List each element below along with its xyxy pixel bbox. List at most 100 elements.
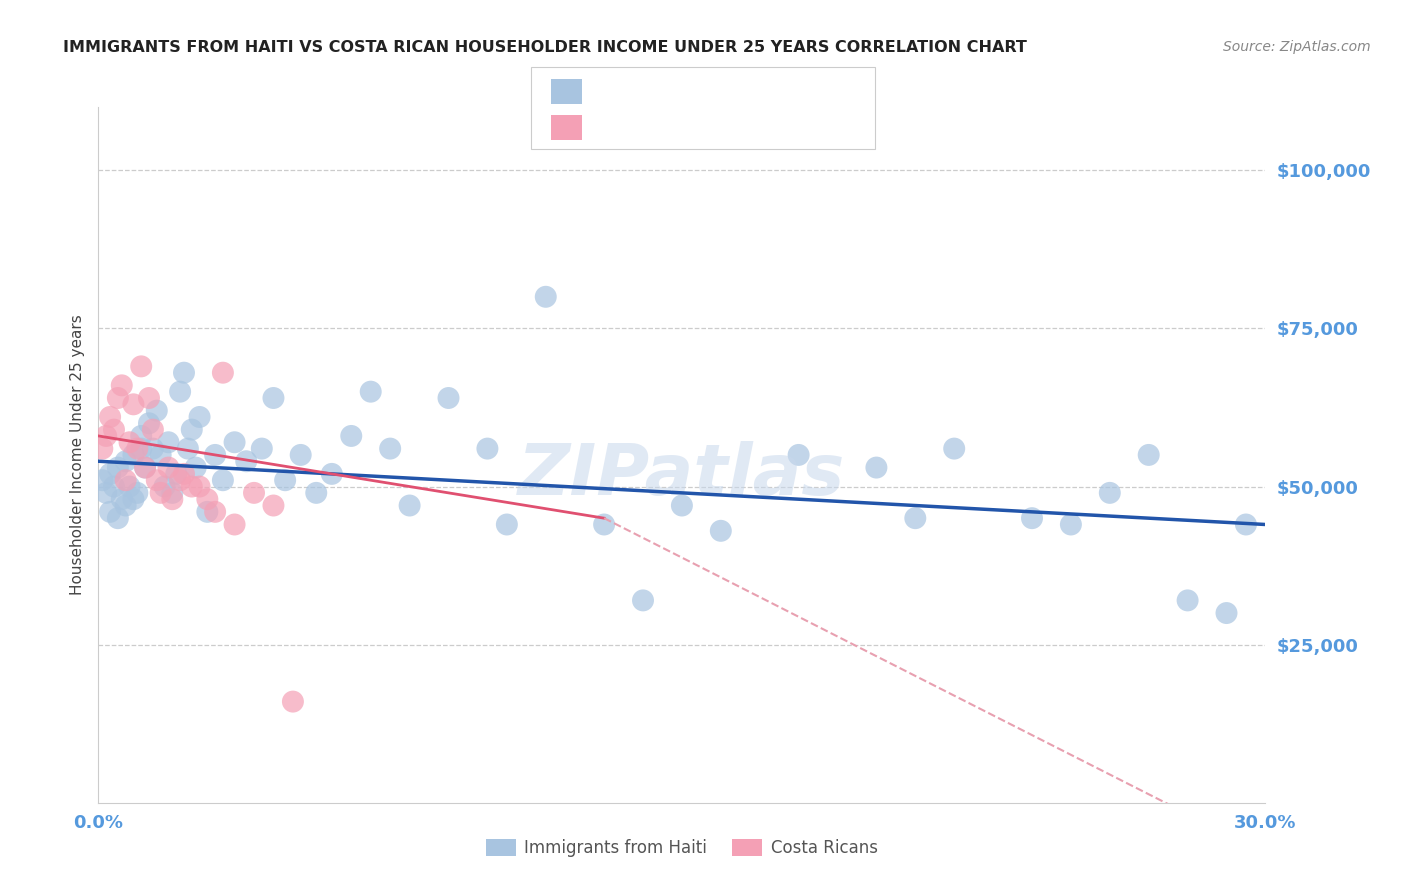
Point — [188, 409, 211, 424]
Point — [96, 429, 118, 443]
Point — [122, 397, 145, 411]
Text: -0.209: -0.209 — [628, 85, 688, 103]
Point — [631, 593, 654, 607]
Point — [593, 517, 616, 532]
Point — [129, 429, 152, 443]
Point — [290, 448, 312, 462]
Point — [162, 486, 184, 500]
Point — [235, 454, 257, 468]
Point — [173, 467, 195, 481]
Point — [340, 429, 363, 443]
Point — [177, 442, 200, 456]
Point — [281, 695, 304, 709]
Point — [169, 384, 191, 399]
Text: R =: R = — [593, 85, 630, 103]
Point — [1177, 593, 1199, 607]
Point — [149, 486, 172, 500]
Point — [360, 384, 382, 399]
Point — [495, 517, 517, 532]
Point — [169, 473, 191, 487]
Point — [212, 473, 235, 487]
Point — [114, 473, 136, 487]
Text: Source: ZipAtlas.com: Source: ZipAtlas.com — [1223, 40, 1371, 54]
Point — [477, 442, 499, 456]
Point — [378, 442, 402, 456]
Point — [138, 391, 160, 405]
Point — [122, 492, 145, 507]
Point — [243, 486, 266, 500]
Point — [98, 409, 121, 424]
Point — [107, 391, 129, 405]
Point — [153, 479, 176, 493]
Point — [103, 423, 125, 437]
Point — [204, 505, 226, 519]
Point — [134, 460, 156, 475]
Point — [162, 492, 184, 507]
Point — [904, 511, 927, 525]
Point — [165, 467, 187, 481]
Text: IMMIGRANTS FROM HAITI VS COSTA RICAN HOUSEHOLDER INCOME UNDER 25 YEARS CORRELATI: IMMIGRANTS FROM HAITI VS COSTA RICAN HOU… — [63, 40, 1028, 55]
Point — [534, 290, 557, 304]
Point — [91, 473, 114, 487]
Point — [122, 448, 145, 462]
Point — [1060, 517, 1083, 532]
Point — [146, 473, 169, 487]
Point — [180, 423, 202, 437]
Text: ZIPatlas: ZIPatlas — [519, 442, 845, 510]
Point — [142, 442, 165, 456]
Point — [118, 479, 141, 493]
Point — [157, 460, 180, 475]
Point — [1215, 606, 1237, 620]
Point — [437, 391, 460, 405]
Point — [138, 417, 160, 431]
Point — [195, 505, 218, 519]
Point — [305, 486, 328, 500]
Y-axis label: Householder Income Under 25 years: Householder Income Under 25 years — [69, 315, 84, 595]
Point — [865, 460, 887, 475]
Point — [1137, 448, 1160, 462]
Point — [149, 448, 172, 462]
Point — [103, 479, 125, 493]
Point — [98, 467, 121, 481]
Point — [710, 524, 733, 538]
Point — [114, 454, 136, 468]
Point — [195, 492, 218, 507]
Point — [180, 479, 202, 493]
Point — [157, 435, 180, 450]
Point — [1098, 486, 1121, 500]
Point — [127, 442, 149, 456]
Point — [1021, 511, 1043, 525]
Point — [321, 467, 343, 481]
Point — [114, 499, 136, 513]
Point — [184, 460, 207, 475]
Point — [943, 442, 966, 456]
Point — [250, 442, 273, 456]
Point — [262, 391, 284, 405]
Point — [212, 366, 235, 380]
Text: N =: N = — [700, 85, 748, 103]
Point — [398, 499, 420, 513]
Point — [204, 448, 226, 462]
Point — [107, 511, 129, 525]
Point — [107, 460, 129, 475]
Point — [142, 423, 165, 437]
Point — [173, 366, 195, 380]
Point — [127, 486, 149, 500]
Text: 29: 29 — [752, 120, 776, 138]
Point — [262, 499, 284, 513]
Legend: Immigrants from Haiti, Costa Ricans: Immigrants from Haiti, Costa Ricans — [479, 832, 884, 864]
Point — [787, 448, 810, 462]
Point — [224, 517, 246, 532]
Text: -0.236: -0.236 — [628, 120, 688, 138]
Text: R =: R = — [593, 120, 630, 138]
Text: 65: 65 — [752, 85, 775, 103]
Point — [274, 473, 297, 487]
Point — [224, 435, 246, 450]
Point — [671, 499, 693, 513]
Point — [98, 505, 121, 519]
Point — [91, 442, 114, 456]
Point — [129, 442, 152, 456]
Point — [118, 435, 141, 450]
Text: N =: N = — [700, 120, 748, 138]
Point — [96, 486, 118, 500]
